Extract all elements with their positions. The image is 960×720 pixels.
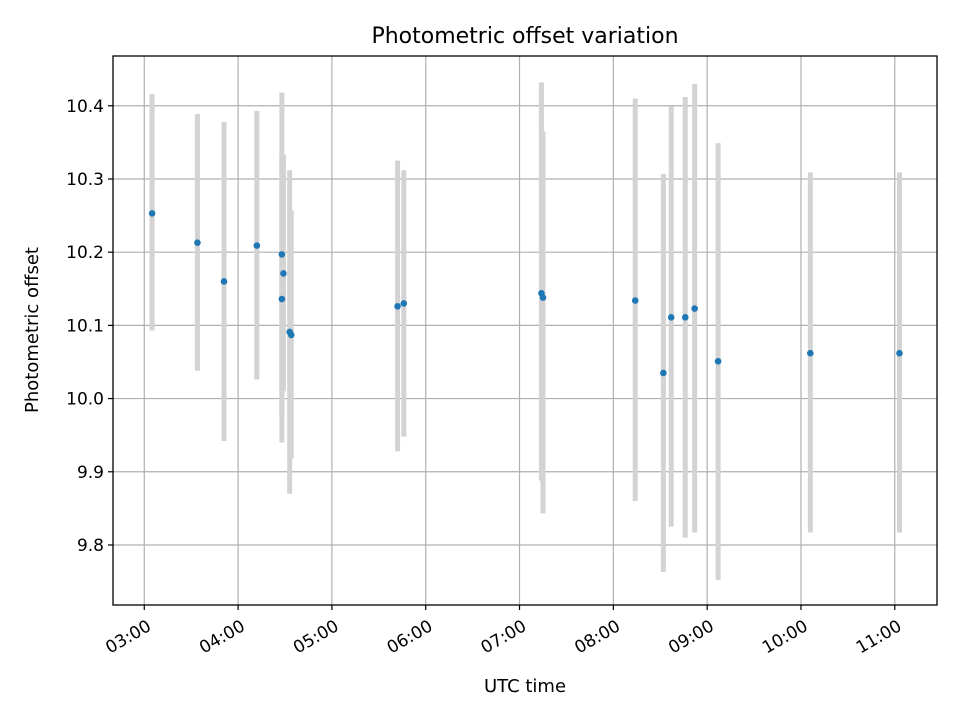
data-point [714, 357, 722, 365]
x-tick-label: 07:00 [478, 616, 530, 658]
x-tick-label: 05:00 [290, 616, 342, 658]
y-tick-label: 10.3 [66, 170, 104, 190]
error-bars [149, 82, 902, 581]
x-tick-label: 04:00 [196, 616, 248, 658]
y-tick-label: 10.2 [66, 243, 104, 263]
plot-frame [112, 55, 938, 606]
data-point [287, 331, 295, 339]
y-tick-label: 9.8 [77, 536, 104, 556]
x-tick-label: 10:00 [759, 616, 811, 658]
chart-title: Photometric offset variation [371, 24, 678, 49]
axis-ticks: 03:00 04:00 05:00 06:00 07:00 08:00 09:00 10:00… [66, 97, 905, 658]
x-tick-label: 09:00 [665, 616, 717, 658]
data-point [220, 278, 228, 285]
data-point [667, 314, 675, 321]
y-tick-label: 10.4 [66, 97, 104, 117]
x-tick-label: 03:00 [102, 616, 154, 658]
data-point [691, 305, 698, 312]
data-point [660, 369, 667, 377]
data-point [631, 297, 639, 304]
data-point [394, 303, 401, 310]
data-point [539, 294, 547, 301]
data-point [807, 349, 814, 357]
y-tick-label: 9.9 [77, 463, 104, 483]
data-point [681, 314, 689, 321]
x-tick-label: 08:00 [571, 616, 623, 658]
data-point [896, 349, 903, 357]
y-tick-label: 10.0 [66, 390, 104, 410]
data-point [148, 210, 156, 217]
y-axis-label: Photometric offset [22, 247, 43, 413]
data-point [194, 239, 201, 246]
x-tick-label: 06:00 [384, 616, 436, 658]
x-axis-label: UTC time [484, 676, 566, 697]
y-tick-label: 10.1 [66, 316, 104, 336]
data-point [400, 300, 408, 307]
grid-lines [113, 56, 937, 605]
data-point [253, 242, 261, 249]
x-tick-label: 11:00 [853, 616, 905, 658]
data-point [280, 270, 287, 277]
data-point [278, 251, 286, 258]
data-point [278, 295, 286, 303]
data-points [148, 210, 903, 377]
